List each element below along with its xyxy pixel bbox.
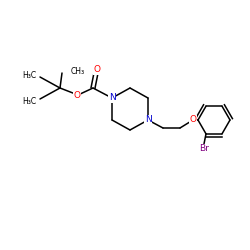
- Text: N: N: [108, 94, 116, 102]
- Text: CH₃: CH₃: [71, 68, 85, 76]
- Text: O: O: [190, 116, 196, 124]
- Text: O: O: [94, 66, 100, 74]
- Text: N: N: [144, 116, 152, 124]
- Text: H₃C: H₃C: [22, 70, 36, 80]
- Text: O: O: [74, 90, 80, 100]
- Text: Br: Br: [199, 144, 209, 153]
- Text: H₃C: H₃C: [22, 96, 36, 106]
